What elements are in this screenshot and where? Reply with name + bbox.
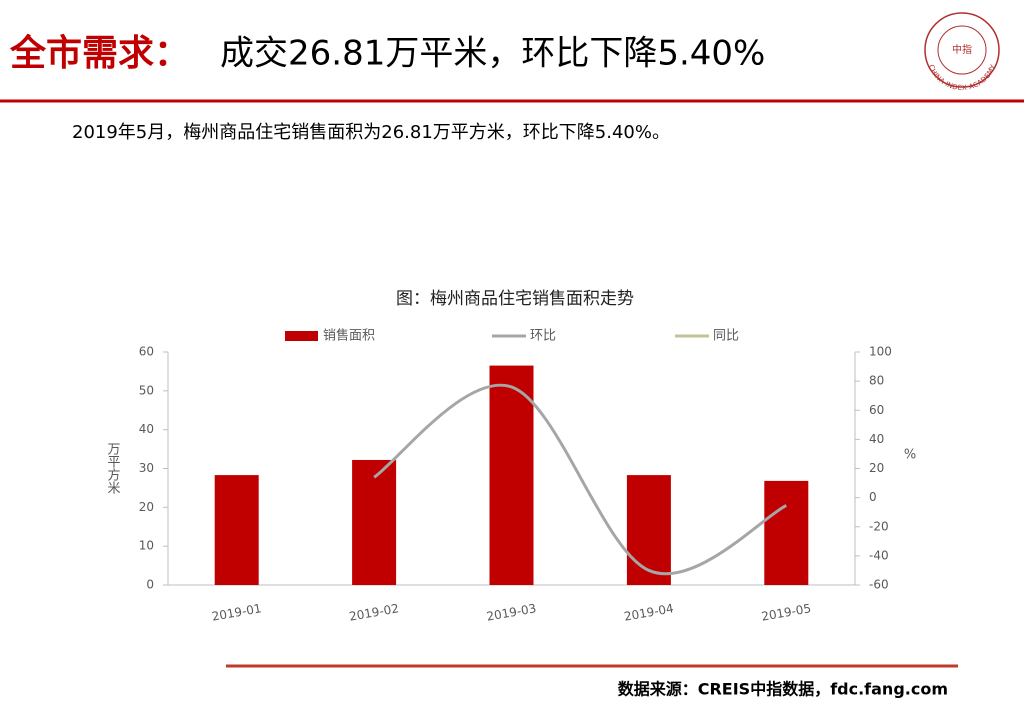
bar xyxy=(626,475,671,585)
y2-tick-label: 40 xyxy=(869,432,884,446)
y2-tick-label: -60 xyxy=(869,578,889,592)
y2-tick-label: 20 xyxy=(869,461,884,475)
bar xyxy=(214,475,259,585)
logo-center: 中指 xyxy=(952,43,972,56)
y-tick-label: 10 xyxy=(139,539,154,553)
y-tick-label: 30 xyxy=(139,461,154,475)
logo-ring-text: CHINA INDEX ACADEMY xyxy=(927,63,998,92)
title-rest: 成交26.81万平米，环比下降5.40% xyxy=(220,34,765,74)
chart-title: 图：梅州商品住宅销售面积走势 xyxy=(396,289,634,309)
y-tick-label: 60 xyxy=(139,345,154,359)
logo-ring xyxy=(924,12,1000,88)
footer-source: 数据来源：CREIS中指数据，fdc.fang.com xyxy=(618,680,948,699)
plot: 0 10 20 30 40 50 60 -60 -40 -20 0 20 40 60 80 100 2019-0… xyxy=(139,328,892,624)
x-tick-label: 2019-02 xyxy=(348,601,400,623)
x-tick-label: 2019-03 xyxy=(486,601,538,623)
logo: CHINA INDEX ACADEMY 中指 xyxy=(924,12,1000,92)
legend-label: 同比 xyxy=(713,329,739,344)
line xyxy=(373,383,787,576)
y-tick-label: 20 xyxy=(139,500,154,514)
legend-label: 环比 xyxy=(530,329,556,344)
title-lead: 全市需求： xyxy=(9,32,190,74)
y2-tick-label: 60 xyxy=(869,403,884,417)
x-tick-label: 2019-04 xyxy=(623,601,675,623)
bar xyxy=(764,480,809,585)
y2-tick-label: 0 xyxy=(869,490,877,504)
logo-inner xyxy=(937,25,987,75)
y-tick-label: 40 xyxy=(139,422,154,436)
bar xyxy=(352,459,397,585)
legend-swatch xyxy=(285,331,318,341)
logo-text: CHINA INDEX ACADEMY xyxy=(927,63,998,92)
y2-axis-label: % xyxy=(904,448,916,463)
y-axis-label: 万平方米 xyxy=(105,442,121,494)
summary: 2019年5月，梅州商品住宅销售面积为26.81万平方米，环比下降5.40%。 xyxy=(72,122,670,143)
legend-label: 销售面积 xyxy=(323,328,375,344)
x-tick-label: 2019-05 xyxy=(760,601,812,623)
x-tick-label: 2019-01 xyxy=(211,601,263,623)
y2-tick-label: -40 xyxy=(869,548,889,562)
y2-tick-label: 80 xyxy=(869,374,884,388)
y2-tick-label: -20 xyxy=(869,519,889,533)
y-tick-label: 50 xyxy=(139,383,154,397)
bar xyxy=(489,365,534,585)
y2-tick-label: 100 xyxy=(869,345,892,359)
y-tick-label: 0 xyxy=(146,578,154,592)
